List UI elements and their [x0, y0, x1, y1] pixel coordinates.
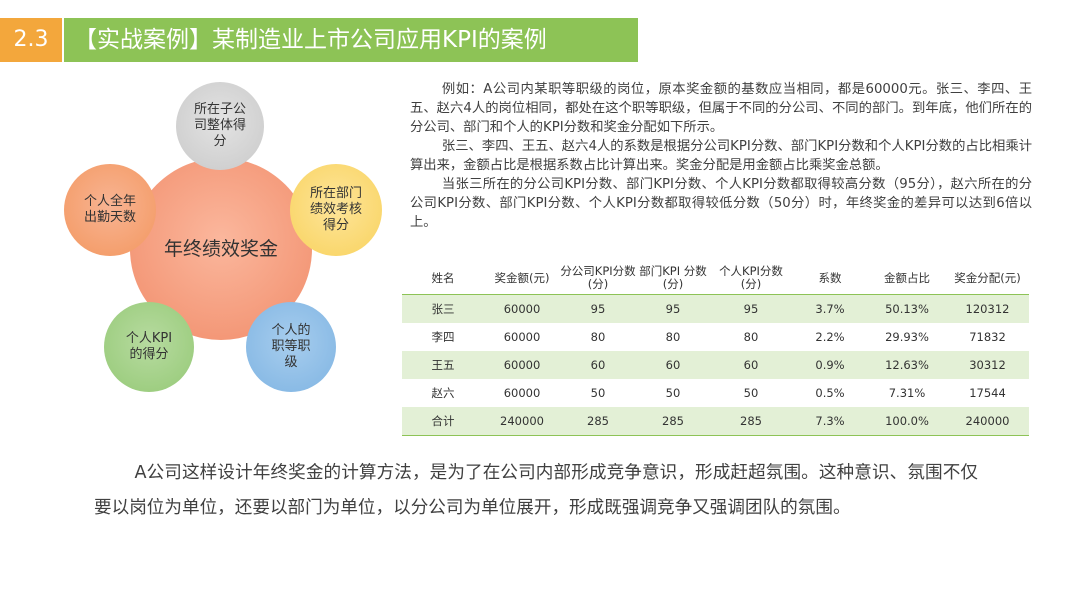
table-cell: 12.63%	[868, 351, 946, 379]
table-cell: 285	[636, 407, 710, 436]
column-header: 奖金分配(元)	[946, 262, 1029, 295]
column-header: 个人KPI分数(分)	[710, 262, 792, 295]
table-cell: 王五	[402, 351, 484, 379]
table-cell: 50	[743, 386, 759, 400]
table-cell: 60000	[503, 330, 541, 344]
factor-label: 所在子公司整体得分	[194, 102, 247, 149]
table-cell: 7.31%	[888, 386, 926, 400]
conclusion-paragraph: A公司这样设计年终奖金的计算方法，是为了在公司内部形成竞争意识，形成赶超氛围。这…	[94, 463, 978, 518]
table-cell: 7.3%	[792, 407, 868, 436]
section-title: 【实战案例】某制造业上市公司应用KPI的案例	[64, 18, 638, 62]
table-cell: 60	[636, 351, 710, 379]
center-bubble-label: 年终绩效奖金	[163, 238, 278, 260]
conclusion-text: A公司这样设计年终奖金的计算方法，是为了在公司内部形成竞争意识，形成赶超氛围。这…	[94, 456, 978, 526]
table-cell: 合计	[402, 407, 484, 436]
section-number: 2.3	[0, 18, 62, 62]
table-cell: 80	[743, 330, 759, 344]
description-paragraph: 当张三所在的分公司KPI分数、部门KPI分数、个人KPI分数都取得较高分数（95…	[410, 177, 1032, 230]
factor-bubble-grade: 个人的职等职级	[246, 302, 336, 392]
table-cell: 0.9%	[792, 351, 868, 379]
table-cell: 95	[710, 294, 792, 323]
table-cell: 60000	[484, 294, 560, 323]
description-paragraph: 张三、李四、王五、赵六4人的系数是根据分公司KPI分数、部门KPI分数和个人KP…	[410, 139, 1032, 173]
factor-label: 个人的职等职级	[271, 323, 311, 370]
table-cell: 0.5%	[815, 386, 845, 400]
column-header: 部门KPI 分数(分)	[636, 262, 710, 295]
table-cell: 80	[590, 330, 606, 344]
table-cell: 60	[560, 351, 636, 379]
table-header-row: 姓名 奖金额(元) 分公司KPI分数(分) 部门KPI 分数(分) 个人KPI分…	[402, 262, 1029, 295]
column-header: 金额占比	[868, 262, 946, 295]
table-cell: 张三	[402, 294, 484, 323]
table-row: 李四 60000 80 80 80 2.2% 29.93% 71832	[402, 323, 1029, 351]
table-cell: 60000	[503, 386, 541, 400]
table-cell: 100.0%	[868, 407, 946, 436]
table-cell: 2.2%	[815, 330, 845, 344]
column-header: 分公司KPI分数(分)	[560, 262, 636, 295]
table-cell: 50.13%	[868, 294, 946, 323]
table-cell: 285	[710, 407, 792, 436]
bonus-table: 姓名 奖金额(元) 分公司KPI分数(分) 部门KPI 分数(分) 个人KPI分…	[402, 262, 1029, 436]
factor-label: 所在部门绩效考核得分	[309, 186, 362, 233]
table-total-row: 合计 240000 285 285 285 7.3% 100.0% 240000	[402, 407, 1029, 436]
table-cell: 95	[560, 294, 636, 323]
factor-bubble-subsidiary: 所在子公司整体得分	[176, 82, 264, 170]
table-cell: 李四	[431, 330, 455, 344]
table-cell: 17544	[969, 386, 1006, 400]
table-cell: 60000	[484, 351, 560, 379]
factor-bubble-department: 所在部门绩效考核得分	[290, 164, 382, 256]
table-row: 王五 60000 60 60 60 0.9% 12.63% 30312	[402, 351, 1029, 379]
table-cell: 3.7%	[792, 294, 868, 323]
table-cell: 50	[665, 386, 681, 400]
case-description: 例如：A公司内某职等职级的岗位，原本奖金额的基数应当相同，都是60000元。张三…	[410, 80, 1032, 232]
factor-label: 个人KPI的得分	[125, 331, 173, 362]
factor-bubble-personal-kpi: 个人KPI的得分	[104, 302, 194, 392]
description-paragraph: 例如：A公司内某职等职级的岗位，原本奖金额的基数应当相同，都是60000元。张三…	[410, 82, 1032, 135]
section-header: 2.3 【实战案例】某制造业上市公司应用KPI的案例	[0, 18, 638, 62]
column-header: 系数	[792, 262, 868, 295]
table-cell: 赵六	[431, 386, 455, 400]
table-cell: 29.93%	[885, 330, 929, 344]
factor-bubble-attendance: 个人全年出勤天数	[64, 164, 156, 256]
table-cell: 95	[636, 294, 710, 323]
table-row: 张三 60000 95 95 95 3.7% 50.13% 120312	[402, 294, 1029, 323]
table-cell: 30312	[946, 351, 1029, 379]
table-cell: 240000	[946, 407, 1029, 436]
table-cell: 71832	[969, 330, 1006, 344]
table-cell: 240000	[484, 407, 560, 436]
table-cell: 60	[710, 351, 792, 379]
table-cell: 285	[560, 407, 636, 436]
factor-label: 个人全年出勤天数	[83, 194, 136, 225]
table-cell: 120312	[946, 294, 1029, 323]
table-row: 赵六 60000 50 50 50 0.5% 7.31% 17544	[402, 379, 1029, 407]
table-cell: 50	[590, 386, 606, 400]
table-cell: 80	[665, 330, 681, 344]
column-header: 姓名	[402, 262, 484, 295]
column-header: 奖金额(元)	[484, 262, 560, 295]
